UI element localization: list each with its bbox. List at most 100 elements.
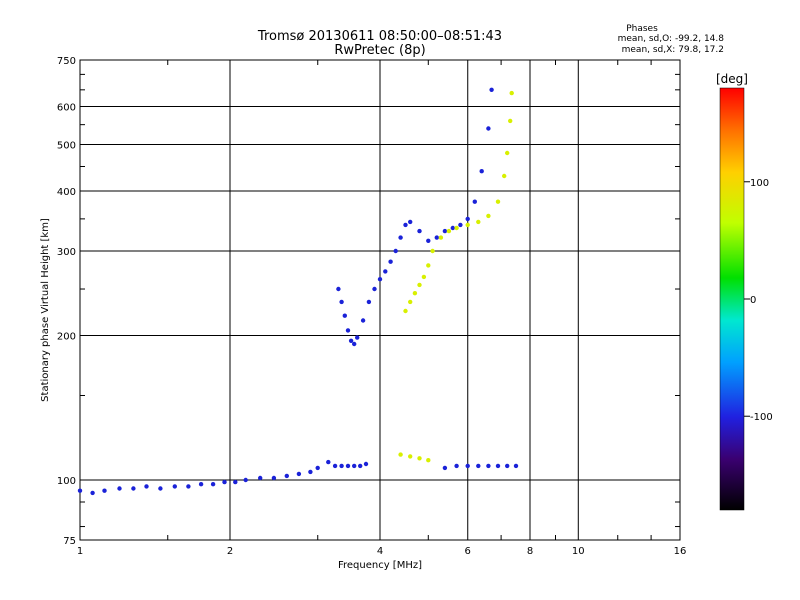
data-point: [438, 235, 444, 240]
data-point: [363, 461, 369, 467]
data-point: [144, 484, 149, 489]
stats-o-mode: mean, sd,O: -99.2, 14.8: [618, 34, 725, 44]
data-point: [352, 341, 357, 347]
colorbar-tick-label: 100: [750, 178, 769, 189]
data-point: [77, 488, 83, 493]
y-tick-label: 300: [57, 247, 76, 258]
data-point: [383, 269, 388, 274]
data-point: [102, 488, 107, 493]
data-point: [296, 471, 302, 477]
data-point: [372, 286, 377, 292]
data-point: [426, 458, 431, 463]
x-tick-label: 16: [674, 546, 687, 557]
data-point: [454, 463, 459, 469]
data-point: [332, 463, 338, 469]
y-axis-ticks: 75 100 200 300 400 500 600 750: [57, 56, 76, 547]
y-tick-label: 400: [57, 187, 76, 198]
data-point: [495, 199, 501, 204]
stats-x-mode: mean, sd,X: 79.8, 17.2: [622, 45, 724, 55]
data-point: [489, 87, 494, 93]
data-point: [454, 225, 459, 231]
data-point: [476, 463, 481, 469]
colorbar-ticks: 100 0 -100: [744, 178, 773, 423]
data-point: [398, 235, 403, 240]
data-point: [360, 318, 366, 323]
data-point: [345, 328, 351, 333]
data-point: [233, 479, 238, 485]
x-tick-label: 10: [572, 546, 585, 557]
series-group: [77, 465, 320, 496]
data-point: [403, 308, 408, 314]
data-point: [495, 463, 501, 469]
data-point: [476, 219, 481, 225]
data-point: [284, 473, 289, 479]
data-point: [345, 463, 351, 469]
data-point: [421, 274, 427, 280]
data-point: [158, 486, 163, 491]
data-point: [450, 225, 455, 231]
data-point: [502, 173, 507, 179]
data-point: [434, 235, 439, 240]
data-point: [326, 459, 331, 465]
y-tick-label: 100: [57, 476, 76, 487]
x-tick-label: 2: [227, 546, 233, 557]
data-point: [377, 277, 383, 282]
y-tick-label: 500: [57, 141, 76, 152]
series-group: [336, 87, 494, 347]
data-point: [388, 259, 393, 264]
data-point: [408, 299, 413, 305]
colorbar-tick-label: 0: [750, 295, 756, 306]
x-axis-label: Frequency [MHz]: [338, 560, 422, 571]
data-point: [472, 199, 477, 204]
data-point: [198, 482, 204, 487]
data-points: [77, 87, 519, 496]
data-point: [408, 454, 413, 459]
chart-subtitle: RwPretec (8p): [334, 43, 425, 58]
data-point: [426, 238, 431, 243]
data-point: [258, 475, 263, 481]
data-point: [426, 263, 431, 268]
stats-heading: Phases: [626, 24, 658, 34]
data-point: [355, 335, 360, 340]
data-point: [430, 248, 435, 254]
data-point: [339, 463, 344, 469]
data-point: [442, 228, 448, 234]
data-point: [417, 282, 422, 288]
y-tick-label: 750: [57, 56, 76, 67]
data-point: [348, 338, 354, 343]
x-tick-label: 8: [527, 546, 533, 557]
data-point: [465, 222, 470, 228]
data-point: [358, 463, 363, 469]
data-point: [398, 452, 403, 457]
data-point: [210, 482, 216, 487]
data-point: [465, 463, 470, 469]
data-point: [339, 299, 344, 305]
colorbar-label: [deg]: [716, 72, 748, 86]
chart-title: Tromsø 20130611 08:50:00–08:51:43: [257, 29, 502, 44]
data-point: [90, 490, 95, 496]
data-point: [458, 222, 463, 228]
data-point: [486, 463, 491, 469]
data-point: [479, 169, 484, 174]
data-point: [486, 126, 491, 131]
series-group: [442, 463, 519, 471]
data-point: [508, 118, 513, 124]
y-tick-label: 200: [57, 332, 76, 343]
data-point: [186, 484, 191, 489]
data-point: [505, 463, 510, 469]
data-point: [408, 219, 413, 225]
data-point: [403, 222, 408, 228]
series-group: [326, 459, 369, 469]
data-point: [446, 228, 452, 234]
x-tick-label: 4: [377, 546, 383, 557]
data-point: [352, 463, 357, 469]
data-point: [417, 456, 422, 461]
x-axis-ticks: 1 2 4 6 8 10 16: [77, 546, 687, 557]
y-tick-label: 600: [57, 103, 76, 114]
series-group: [403, 90, 514, 314]
x-tick-label: 1: [77, 546, 83, 557]
data-point: [308, 469, 313, 475]
y-axis-label: Stationary phase Virtual Height [km]: [40, 218, 51, 402]
series-group: [398, 452, 431, 463]
